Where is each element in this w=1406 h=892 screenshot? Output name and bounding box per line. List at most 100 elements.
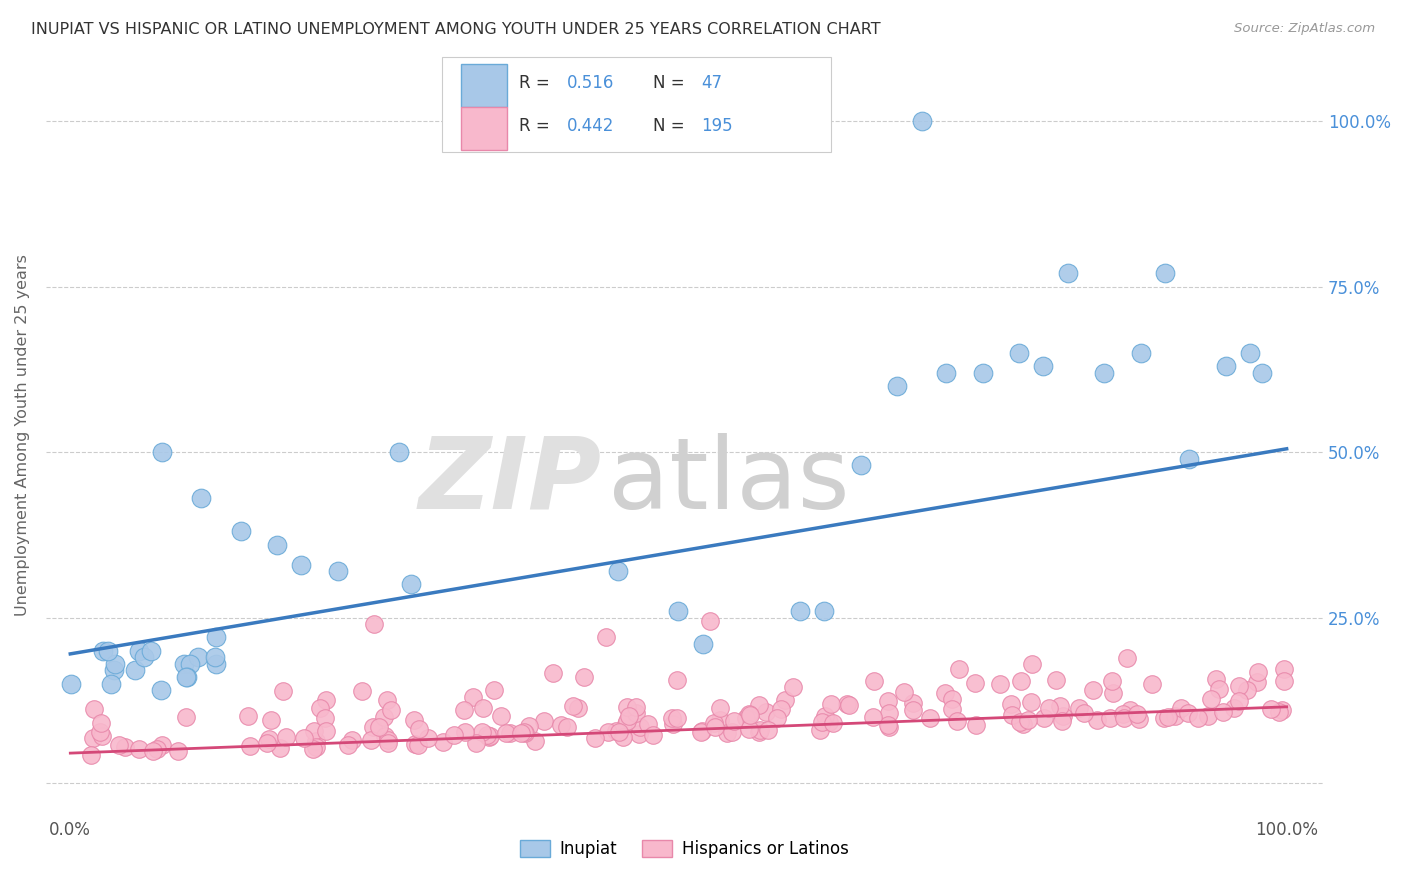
Point xyxy=(388,445,411,459)
Point xyxy=(612,730,634,744)
Point xyxy=(946,714,969,729)
Point xyxy=(893,685,915,699)
Point xyxy=(1212,706,1234,720)
Point xyxy=(1178,451,1201,466)
Point xyxy=(1227,694,1250,708)
Point xyxy=(748,725,770,739)
Point xyxy=(128,741,150,756)
Y-axis label: Unemployment Among Youth under 25 years: Unemployment Among Youth under 25 years xyxy=(15,254,30,616)
Point xyxy=(814,709,837,723)
Point xyxy=(941,691,963,706)
Point xyxy=(595,631,617,645)
Point xyxy=(567,701,589,715)
Point xyxy=(513,725,536,739)
Point xyxy=(256,736,278,750)
Text: 0.516: 0.516 xyxy=(567,74,614,92)
Point xyxy=(886,379,908,393)
Point xyxy=(583,731,606,745)
Point xyxy=(749,723,772,738)
Point xyxy=(1272,662,1295,676)
Point xyxy=(808,723,831,738)
Point xyxy=(1008,346,1031,360)
Point xyxy=(662,716,685,731)
Point xyxy=(146,742,169,756)
Point xyxy=(934,686,956,700)
Point xyxy=(1268,705,1291,719)
Text: ZIP: ZIP xyxy=(419,433,602,530)
Point xyxy=(273,684,295,698)
Point xyxy=(1038,701,1060,715)
Point xyxy=(1187,711,1209,725)
Point xyxy=(292,731,315,746)
Point xyxy=(124,664,146,678)
Point xyxy=(259,731,281,746)
Point xyxy=(484,683,506,698)
Point xyxy=(416,731,439,745)
Point xyxy=(877,720,900,734)
Point xyxy=(89,725,111,739)
Point xyxy=(935,366,957,380)
Point xyxy=(150,445,173,459)
Text: 195: 195 xyxy=(702,117,733,135)
Point xyxy=(301,741,323,756)
Point xyxy=(91,643,114,657)
Point xyxy=(402,713,425,727)
Point xyxy=(818,714,841,729)
Point xyxy=(1177,706,1199,720)
Point xyxy=(598,725,620,739)
Point xyxy=(150,683,173,698)
Point xyxy=(1154,267,1177,281)
Point xyxy=(1032,359,1054,373)
Point xyxy=(837,697,859,711)
Point xyxy=(877,706,900,720)
Point xyxy=(1260,702,1282,716)
Point xyxy=(96,643,118,657)
Point xyxy=(607,724,630,739)
Point xyxy=(471,725,494,739)
Point xyxy=(80,747,103,762)
Point xyxy=(626,699,648,714)
Point xyxy=(1010,674,1032,689)
Point xyxy=(142,744,165,758)
Text: 0.442: 0.442 xyxy=(567,117,614,135)
Point xyxy=(103,664,125,678)
Point xyxy=(734,711,756,725)
Point xyxy=(107,738,129,752)
Point xyxy=(179,657,201,671)
Point xyxy=(766,710,789,724)
Point xyxy=(605,724,627,739)
Point xyxy=(849,458,872,473)
Point xyxy=(1010,714,1032,729)
Point xyxy=(1019,694,1042,708)
Point xyxy=(205,631,228,645)
Point xyxy=(380,703,402,717)
Point xyxy=(100,676,122,690)
Point xyxy=(550,717,572,731)
Legend: Inupiat, Hispanics or Latinos: Inupiat, Hispanics or Latinos xyxy=(513,833,856,864)
Point xyxy=(290,558,312,572)
Point xyxy=(754,705,776,719)
Point xyxy=(373,709,395,723)
Text: R =: R = xyxy=(519,74,554,92)
Text: R =: R = xyxy=(519,117,554,135)
Point xyxy=(513,726,536,740)
Point xyxy=(352,684,374,698)
Point xyxy=(114,740,136,755)
Text: atlas: atlas xyxy=(607,433,849,530)
Point xyxy=(305,740,328,755)
Point xyxy=(464,736,486,750)
FancyBboxPatch shape xyxy=(461,107,508,150)
Point xyxy=(375,693,398,707)
Point xyxy=(863,673,886,688)
Point xyxy=(304,724,326,739)
Point xyxy=(1032,711,1054,725)
Point xyxy=(911,114,934,128)
Point xyxy=(315,693,337,707)
Point xyxy=(1239,346,1261,360)
Point xyxy=(901,696,924,710)
Point xyxy=(641,728,664,742)
Point xyxy=(1000,697,1022,711)
Point xyxy=(1197,709,1219,723)
Point xyxy=(1153,711,1175,725)
Point xyxy=(770,702,793,716)
